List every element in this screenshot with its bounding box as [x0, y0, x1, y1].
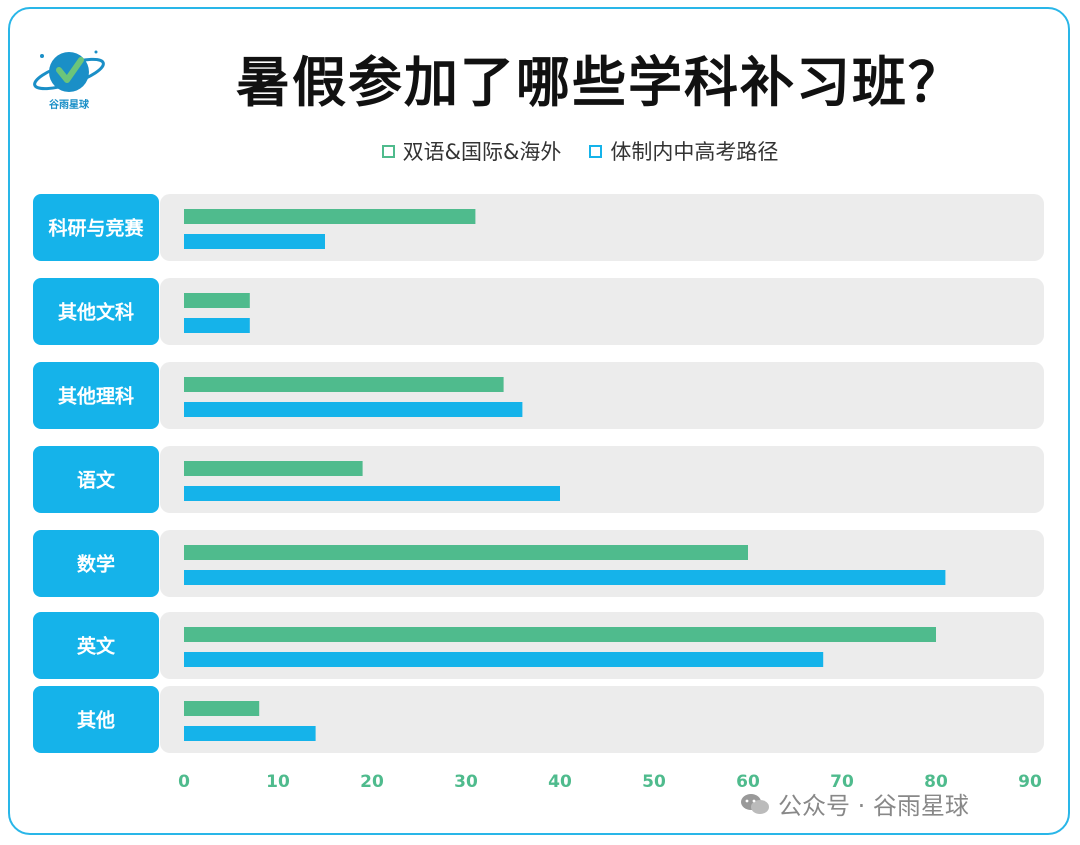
category-label: 英文: [77, 635, 116, 658]
bar-domestic: [184, 726, 316, 741]
row-background: [160, 446, 1044, 513]
x-tick-label: 70: [830, 772, 854, 792]
bar-international: [184, 209, 476, 224]
legend-item-domestic: 体制内中高考路径: [589, 136, 778, 166]
legend-swatch-international: [381, 144, 395, 158]
x-tick-label: 80: [924, 772, 948, 792]
bar-domestic: [184, 570, 946, 585]
category-label: 其他: [77, 709, 115, 732]
row-background: [160, 686, 1044, 753]
category-label-box: [33, 194, 159, 261]
logo-planet-icon: [33, 50, 105, 92]
x-tick-label: 50: [642, 772, 666, 792]
bar-domestic: [184, 318, 250, 333]
bar-domestic: [184, 652, 824, 667]
row-background: [160, 530, 1044, 597]
category-label-box: [33, 612, 159, 679]
watermark: 公众号 · 谷雨星球: [740, 786, 969, 821]
legend: 双语&国际&海外 体制内中高考路径: [300, 136, 860, 166]
x-tick-label: 40: [548, 772, 572, 792]
x-tick-label: 90: [1018, 772, 1042, 792]
bar-domestic: [184, 486, 560, 501]
category-label: 其他理科: [58, 385, 134, 408]
category-label: 数学: [77, 553, 115, 576]
bar-domestic: [184, 234, 325, 249]
row-background: [160, 612, 1044, 679]
x-tick-label: 60: [736, 772, 760, 792]
category-label-box: [33, 362, 159, 429]
x-tick-label: 0: [178, 772, 190, 792]
category-label-box: [33, 278, 159, 345]
chart-title: 暑假参加了哪些学科补习班？: [236, 51, 964, 114]
legend-label-international: 双语&国际&海外: [402, 140, 562, 164]
x-tick-label: 10: [266, 772, 290, 792]
category-label: 科研与竞赛: [48, 217, 144, 240]
x-tick-label: 20: [360, 772, 384, 792]
bar-international: [184, 627, 936, 642]
category-label: 语文: [77, 469, 116, 492]
legend-label-domestic: 体制内中高考路径: [610, 140, 779, 164]
category-label-box: [33, 446, 159, 513]
watermark-text: 公众号 · 谷雨星球: [778, 792, 969, 820]
logo-text: 谷雨星球: [49, 100, 89, 111]
category-label-box: [33, 530, 159, 597]
bar-international: [184, 545, 748, 560]
category-label: 其他文科: [58, 301, 134, 324]
legend-item-international: 双语&国际&海外: [381, 136, 562, 166]
row-background: [160, 278, 1044, 345]
x-tick-label: 30: [454, 772, 478, 792]
category-label-box: [33, 686, 159, 753]
bar-international: [184, 377, 504, 392]
bar-domestic: [184, 402, 523, 417]
row-background: [160, 194, 1044, 261]
wechat-icon: [741, 793, 769, 814]
bar-international: [184, 293, 250, 308]
bar-international: [184, 701, 260, 716]
bar-international: [184, 461, 363, 476]
legend-swatch-domestic: [589, 144, 603, 158]
row-background: [160, 362, 1044, 429]
